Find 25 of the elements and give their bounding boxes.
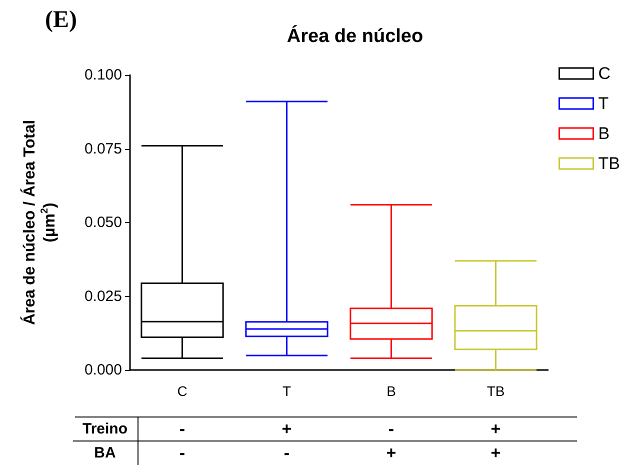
text: -: [284, 444, 290, 462]
text: -: [179, 420, 186, 438]
x-tick-label: TB: [486, 383, 505, 399]
x-tick-label: T: [282, 383, 292, 399]
text: -: [179, 444, 186, 462]
x-tick-label: C: [177, 383, 188, 399]
text: BA: [94, 444, 116, 462]
text: +: [490, 420, 501, 438]
legend-label: TB: [598, 154, 620, 173]
y-tick-label: 0.100: [84, 66, 122, 84]
text: +: [490, 444, 501, 462]
text: (E): [45, 7, 77, 33]
text: +: [386, 444, 396, 462]
chart-title: Área de núcleo: [286, 25, 424, 47]
text: -: [388, 420, 394, 438]
y-tick-label: 0.050: [84, 214, 122, 231]
x-tick-label: B: [386, 383, 396, 399]
y-tick-label: 0.025: [84, 288, 122, 305]
legend-label: T: [598, 94, 609, 113]
legend-label: C: [598, 64, 611, 83]
text: +: [282, 420, 292, 438]
y-tick-label: 0.075: [84, 140, 122, 158]
legend-label: B: [598, 124, 610, 143]
y-tick-label: 0.000: [84, 362, 122, 378]
text: Treino: [82, 420, 128, 438]
